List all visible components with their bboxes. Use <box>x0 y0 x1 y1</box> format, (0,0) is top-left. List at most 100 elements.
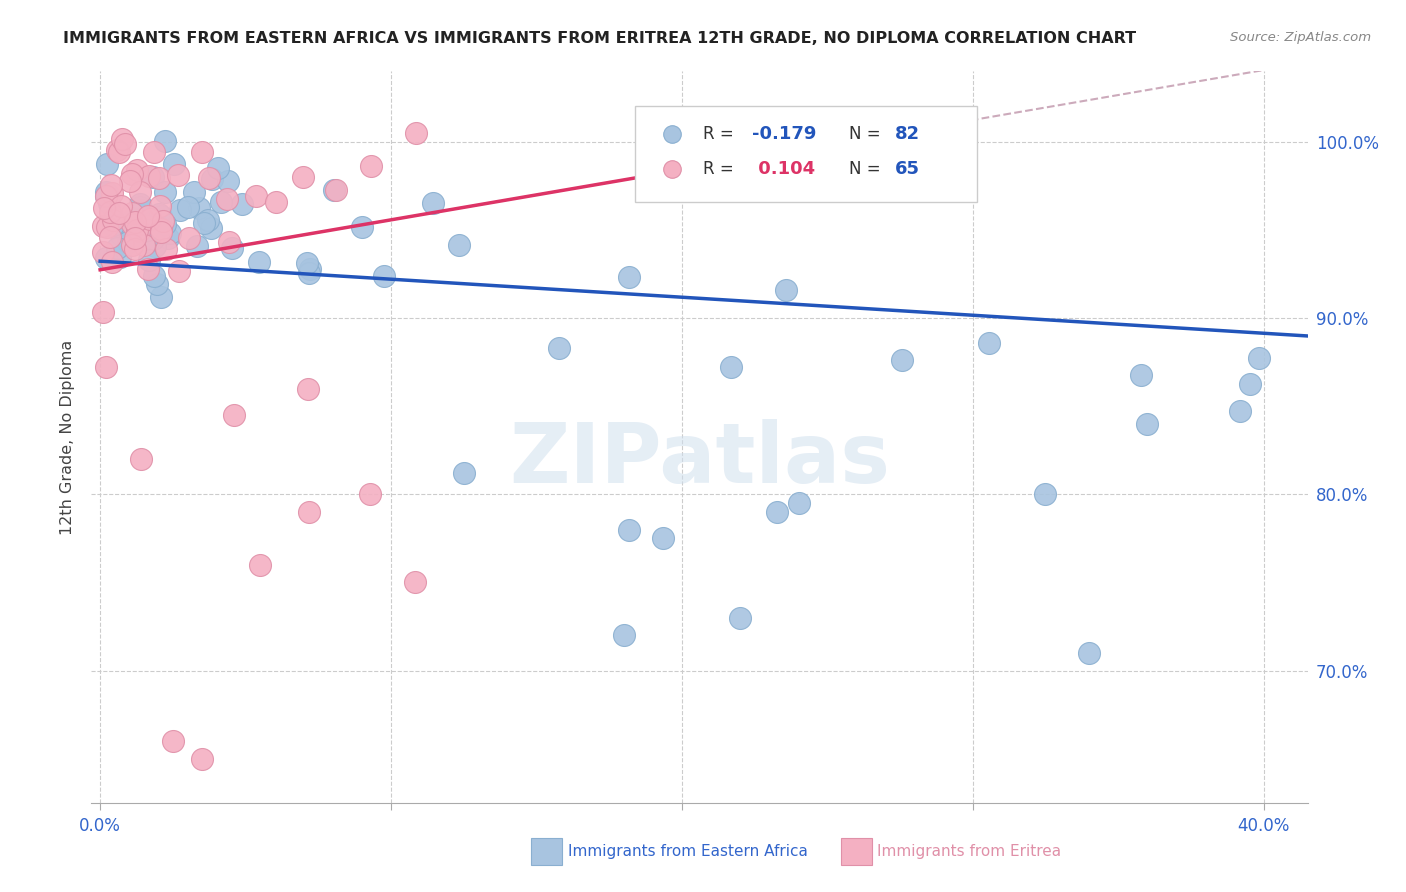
Point <box>100 178 122 193</box>
Point <box>148 170 170 185</box>
Point <box>977 335 1000 350</box>
Point <box>91 244 114 259</box>
Text: 65: 65 <box>896 160 921 178</box>
Point <box>149 199 172 213</box>
Point <box>422 196 444 211</box>
Y-axis label: 12th Grade, No Diploma: 12th Grade, No Diploma <box>60 340 76 534</box>
Point <box>201 172 224 186</box>
Point <box>93 202 115 216</box>
Point <box>142 232 165 246</box>
Point <box>105 143 128 157</box>
Point <box>179 231 201 245</box>
Point <box>1249 351 1271 366</box>
Point <box>152 213 174 227</box>
Point <box>135 223 157 237</box>
Point <box>148 207 170 221</box>
Point <box>111 218 134 232</box>
Point <box>129 185 152 199</box>
Point <box>138 252 160 267</box>
Point <box>298 505 321 519</box>
Point <box>101 254 124 268</box>
Point <box>728 611 751 625</box>
Point <box>264 195 287 210</box>
Point <box>325 183 347 197</box>
Point <box>136 235 159 249</box>
Text: Source: ZipAtlas.com: Source: ZipAtlas.com <box>1230 31 1371 45</box>
Point <box>295 256 318 270</box>
Point <box>139 216 162 230</box>
Point <box>94 189 117 203</box>
Point <box>447 238 470 252</box>
Point <box>186 239 208 253</box>
Point <box>136 261 159 276</box>
Point <box>108 145 131 159</box>
Point <box>97 196 120 211</box>
Point <box>153 185 176 199</box>
Point <box>245 189 267 203</box>
Point <box>177 200 200 214</box>
Point <box>153 134 176 148</box>
Point <box>1078 646 1101 660</box>
Point <box>207 161 229 175</box>
Point <box>107 241 129 255</box>
Point <box>1136 417 1159 431</box>
Point <box>94 251 117 265</box>
Point <box>143 239 166 253</box>
Point <box>291 169 314 184</box>
Point <box>191 752 214 766</box>
Text: R =: R = <box>703 160 734 178</box>
Point <box>127 222 149 236</box>
Point <box>1129 368 1152 382</box>
Point <box>150 225 173 239</box>
Point <box>93 305 115 319</box>
Point <box>91 219 114 234</box>
Point <box>404 575 426 590</box>
Point <box>156 230 179 244</box>
Point <box>789 496 811 510</box>
Point <box>101 186 124 200</box>
Point <box>197 170 219 185</box>
Point <box>108 250 131 264</box>
Point <box>129 203 152 218</box>
Point <box>122 212 145 227</box>
Point <box>129 197 152 211</box>
Point <box>183 185 205 199</box>
Point <box>167 264 190 278</box>
Point <box>1033 487 1056 501</box>
Point <box>167 168 190 182</box>
Point <box>136 209 159 223</box>
Point <box>108 206 131 220</box>
Point <box>373 268 395 283</box>
Point <box>350 219 373 234</box>
Point <box>128 200 150 214</box>
Point <box>322 183 344 197</box>
Point <box>613 628 636 642</box>
Point <box>125 163 148 178</box>
Point <box>720 360 742 375</box>
Point <box>117 235 139 250</box>
Point <box>98 230 121 244</box>
Text: N =: N = <box>849 125 880 143</box>
Point <box>138 169 160 183</box>
Point <box>775 283 797 297</box>
Point <box>360 159 382 173</box>
Point <box>101 212 124 227</box>
Point <box>149 209 172 223</box>
Text: N =: N = <box>849 160 880 178</box>
Point <box>619 270 641 285</box>
Text: -0.179: -0.179 <box>752 125 815 143</box>
Point <box>215 192 238 206</box>
Point <box>129 452 152 467</box>
Point <box>188 201 211 215</box>
Point <box>121 167 143 181</box>
Point <box>149 290 172 304</box>
Point <box>124 242 146 256</box>
Point <box>231 196 253 211</box>
Point <box>155 242 177 256</box>
Point <box>298 266 321 280</box>
Point <box>142 268 165 283</box>
Point <box>298 262 321 277</box>
Point <box>153 217 176 231</box>
Point <box>142 145 165 159</box>
Point <box>619 523 641 537</box>
